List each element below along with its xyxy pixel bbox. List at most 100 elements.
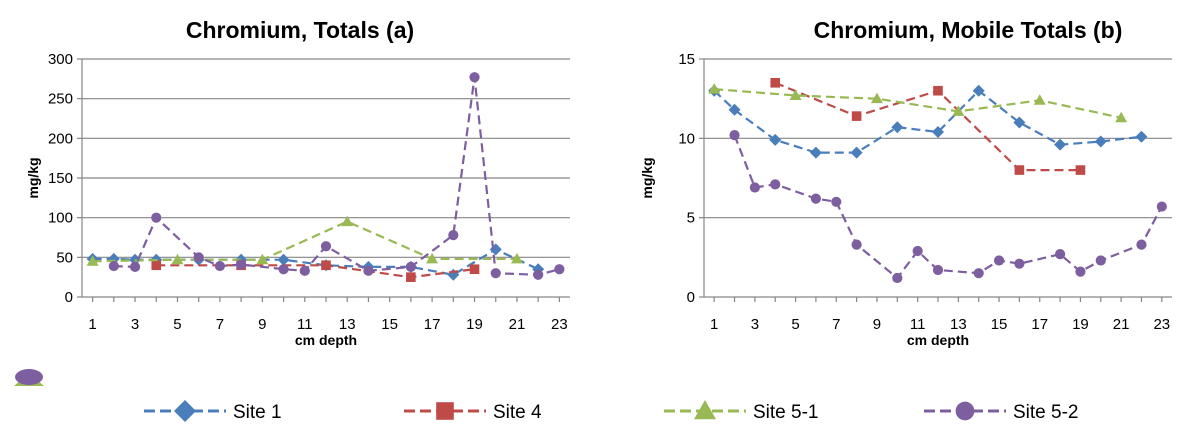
data-point: [892, 272, 903, 284]
x-tick-label: 15: [381, 316, 398, 333]
data-point: [86, 255, 99, 266]
data-point: [851, 239, 862, 250]
data-point: [749, 182, 760, 193]
legend-label: Site 5-2: [1013, 402, 1078, 423]
x-tick-label: 9: [258, 316, 266, 333]
legend-item-site-5-1: Site 5-1: [664, 400, 818, 423]
series-line: [113, 77, 560, 276]
data-point: [932, 264, 944, 276]
data-point: [728, 103, 741, 116]
y-tick-label: 0: [65, 289, 73, 306]
data-point: [193, 252, 204, 263]
x-tick-label: 3: [131, 316, 139, 333]
data-point: [1075, 266, 1086, 277]
data-point: [236, 259, 247, 270]
series-line: [714, 88, 1122, 119]
data-point: [870, 92, 883, 104]
series-site-5-2: [108, 72, 565, 280]
series-site-5-1: [708, 83, 1128, 123]
legend-item-site-5-2: Site 5-2: [924, 401, 1078, 423]
data-point: [973, 268, 984, 279]
data-point: [469, 72, 480, 83]
data-point: [469, 264, 480, 275]
y-tick-label: 150: [48, 170, 73, 187]
data-point: [933, 85, 943, 96]
data-point: [1013, 116, 1026, 129]
x-tick-label: 13: [339, 316, 356, 333]
data-point: [1094, 135, 1107, 148]
legend-marker-icon: [955, 401, 975, 421]
data-point: [993, 255, 1005, 266]
data-point: [1054, 138, 1067, 151]
x-tick-label: 23: [1153, 316, 1170, 333]
x-tick-label: 23: [551, 316, 568, 333]
legend-label: Site 1: [233, 402, 282, 423]
data-point: [533, 269, 544, 280]
data-point: [554, 264, 565, 275]
series-site-1: [708, 84, 1148, 159]
data-point: [256, 253, 269, 265]
data-point: [129, 261, 141, 272]
data-point: [831, 196, 842, 207]
x-tick-label: 5: [173, 316, 181, 333]
x-axis-label: cm depth: [907, 332, 969, 348]
y-tick-label: 250: [48, 91, 73, 108]
data-point: [952, 105, 965, 116]
x-tick-label: 13: [950, 316, 967, 333]
data-point: [729, 130, 740, 141]
data-point: [809, 146, 822, 159]
data-point: [850, 146, 863, 159]
x-tick-label: 9: [873, 316, 881, 333]
x-axis-label: cm depth: [295, 332, 357, 348]
data-point: [932, 125, 944, 138]
data-point: [1115, 111, 1128, 123]
x-tick-label: 11: [910, 316, 926, 333]
data-point: [489, 243, 502, 256]
data-point: [769, 133, 782, 146]
data-point: [448, 230, 459, 241]
chart-title: Chromium, Totals (a): [186, 17, 414, 43]
x-tick-label: 17: [424, 316, 441, 333]
data-point: [320, 241, 332, 252]
legend-marker-icon: [174, 400, 196, 422]
y-axis-label: mg/kg: [639, 157, 655, 198]
data-point: [341, 215, 354, 227]
y-tick-label: 5: [687, 210, 695, 227]
data-point: [363, 265, 374, 276]
x-tick-label: 3: [751, 316, 759, 333]
data-point: [810, 193, 822, 204]
data-point: [510, 252, 523, 264]
x-tick-label: 1: [88, 316, 96, 333]
data-point: [1135, 130, 1148, 143]
stray-legend-marker-icon: [14, 369, 44, 386]
series-line: [774, 81, 1081, 172]
data-point: [151, 260, 162, 271]
data-point: [972, 84, 985, 97]
data-point: [912, 245, 923, 257]
data-point: [299, 265, 310, 276]
y-tick-label: 300: [48, 51, 73, 68]
data-point: [891, 121, 904, 134]
x-tick-label: 1: [710, 316, 718, 333]
series-line: [92, 220, 517, 263]
data-point: [851, 111, 862, 121]
x-tick-label: 15: [991, 316, 1008, 333]
series-line: [156, 264, 475, 279]
data-point: [490, 268, 501, 279]
x-tick-label: 11: [297, 316, 313, 333]
data-point: [406, 272, 416, 282]
legend-item-site-4: Site 4: [404, 402, 542, 423]
data-point: [214, 260, 226, 272]
data-point: [1014, 165, 1025, 175]
y-tick-label: 10: [678, 130, 695, 147]
data-point: [151, 212, 162, 223]
x-tick-label: 19: [1072, 316, 1089, 333]
x-tick-label: 21: [509, 316, 526, 333]
data-point: [1095, 255, 1106, 266]
data-point: [789, 89, 802, 100]
series-site-4: [770, 78, 1086, 175]
data-point: [1014, 258, 1025, 269]
